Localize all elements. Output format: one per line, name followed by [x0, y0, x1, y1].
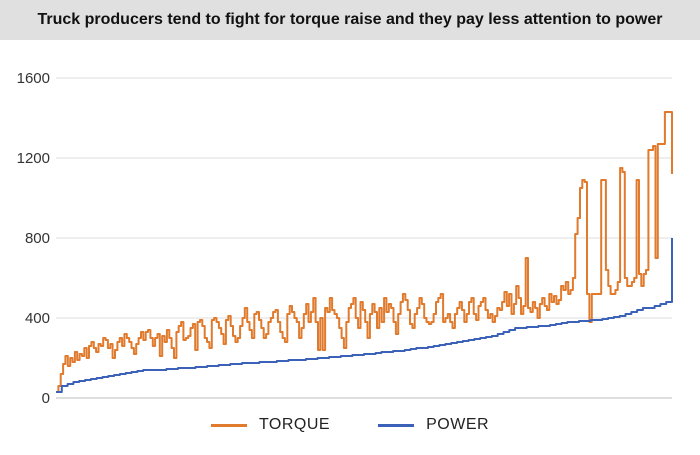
legend-swatch-torque: [210, 423, 247, 427]
legend-swatch-power: [378, 423, 415, 427]
legend-item-power: POWER: [378, 416, 489, 434]
chart-legend: TORQUE POWER: [0, 411, 700, 439]
legend-label-power: POWER: [426, 416, 490, 433]
y-tick-label-1600: 1600: [17, 70, 50, 87]
y-tick-label-800: 800: [25, 230, 50, 247]
y-tick-label-400: 400: [25, 310, 50, 327]
y-tick-label-1200: 1200: [17, 150, 50, 167]
legend-label-torque: TORQUE: [258, 416, 331, 433]
y-tick-label-0: 0: [42, 390, 50, 407]
chart-title: Truck producers tend to fight for torque…: [37, 11, 663, 28]
chart-plot: 0 400 800 1200 1600: [17, 70, 673, 407]
legend-item-torque: TORQUE: [210, 416, 331, 434]
series-line-power: [56, 238, 673, 393]
series-line-torque: [56, 111, 673, 393]
chart-title-bar: Truck producers tend to fight for torque…: [0, 0, 700, 40]
